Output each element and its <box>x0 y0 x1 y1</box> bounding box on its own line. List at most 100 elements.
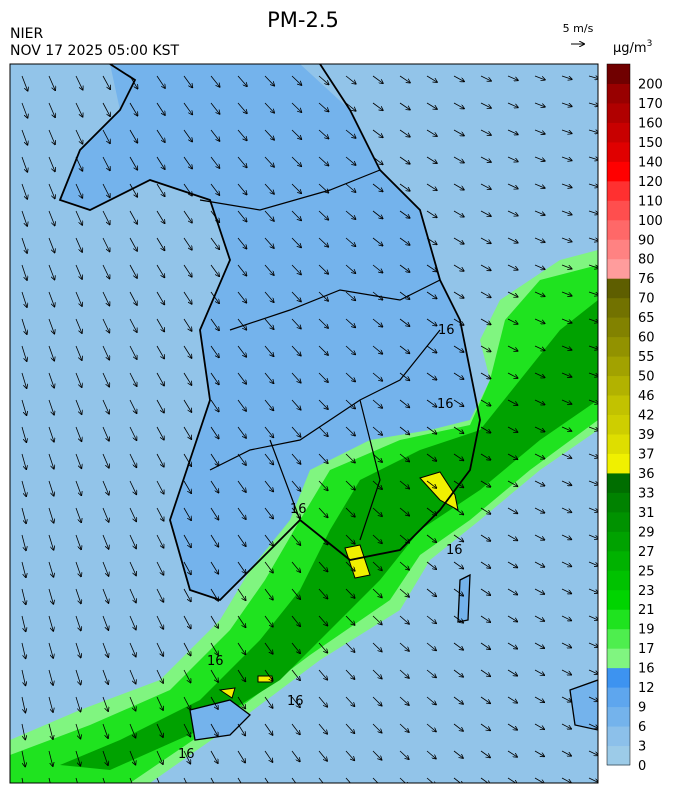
wind-arrow <box>291 750 300 762</box>
wind-arrow <box>426 588 436 596</box>
wind-arrow <box>372 642 382 652</box>
wind-arrow <box>264 777 269 783</box>
wind-arrow <box>156 453 164 467</box>
wind-arrow <box>129 102 138 116</box>
wind-arrow <box>210 777 215 783</box>
wind-arrow <box>318 75 329 84</box>
wind-arrow <box>561 210 572 215</box>
wind-arrow <box>156 210 165 223</box>
wind-arrow <box>48 561 53 577</box>
wind-arrow <box>453 210 464 217</box>
wind-arrow <box>75 615 81 631</box>
wind-arrow <box>534 534 544 540</box>
wind-arrow <box>156 426 164 440</box>
wind-arrow <box>507 642 517 649</box>
wind-arrow <box>507 723 517 730</box>
wind-arrow <box>264 750 273 762</box>
wind-arrow <box>48 588 53 604</box>
wind-arrow <box>156 156 165 169</box>
colorbar-label: 39 <box>638 428 655 443</box>
colorbar-label: 200 <box>638 77 663 92</box>
wind-arrow <box>399 129 410 137</box>
colorbar-band <box>607 336 630 357</box>
wind-arrow <box>534 264 545 269</box>
wind-arrow <box>291 453 301 464</box>
wind-arrow <box>21 156 27 172</box>
wind-arrow <box>453 291 464 298</box>
wind-arrow <box>588 534 598 539</box>
wind-arrow <box>345 696 355 706</box>
wind-arrow <box>210 534 218 547</box>
wind-arrow <box>453 777 463 783</box>
wind-arrow <box>561 534 571 539</box>
wind-arrow <box>102 453 109 468</box>
wind-arrow <box>588 507 598 512</box>
wind-arrow <box>156 264 164 277</box>
wind-arrow <box>264 345 274 356</box>
wind-arrow <box>372 615 382 624</box>
wind-arrow <box>183 723 190 737</box>
wind-arrow <box>372 750 382 760</box>
wind-arrow <box>561 345 572 350</box>
hotspots <box>218 471 459 699</box>
wind-arrow <box>372 453 382 462</box>
wind-arrow <box>264 372 274 383</box>
colorbar-band <box>607 83 630 104</box>
wind-arrow <box>372 669 382 679</box>
wind-arrow <box>453 453 464 460</box>
wind-arrow <box>75 453 81 468</box>
wind-arrow <box>507 75 518 80</box>
wind-arrow <box>237 156 247 167</box>
wind-arrow <box>345 102 356 111</box>
wind-arrow <box>183 777 187 783</box>
colorbar-label: 100 <box>638 214 663 229</box>
wind-arrow <box>372 75 383 83</box>
wind-arrow <box>48 642 53 658</box>
wind-arrow <box>561 669 571 675</box>
wind-arrow <box>129 453 136 467</box>
colorbar-band <box>607 161 630 182</box>
colorbar-band <box>607 453 630 474</box>
wind-arrow <box>561 291 572 296</box>
wind-arrow <box>588 318 598 322</box>
wind-arrow <box>507 534 517 540</box>
wind-arrow <box>480 561 490 568</box>
wind-arrow <box>345 507 355 517</box>
wind-arrow <box>480 642 490 649</box>
wind-arrow <box>372 534 382 543</box>
coastline <box>58 64 481 602</box>
wind-arrow <box>480 534 490 541</box>
wind-arrow <box>318 426 328 436</box>
wind-arrow <box>426 75 437 82</box>
wind-arrow <box>156 399 164 413</box>
wind-arrow <box>102 750 108 765</box>
colorbar-label: 23 <box>638 584 655 599</box>
wind-arrow <box>129 615 136 630</box>
colorbar-label: 27 <box>638 545 655 560</box>
wind-arrow <box>129 318 137 332</box>
wind-arrow <box>372 264 383 273</box>
wind-arrow <box>102 318 109 333</box>
wind-arrow <box>156 723 163 737</box>
colorbar-label: 36 <box>638 467 655 482</box>
wind-arrow <box>561 777 571 783</box>
wind-arrow <box>237 75 247 86</box>
colorbar-label: 12 <box>638 681 655 696</box>
wind-arrow <box>156 615 163 629</box>
wind-arrow <box>588 480 598 485</box>
wind-arrow <box>264 453 273 464</box>
colorbar-label: 42 <box>638 409 655 424</box>
wind-arrow <box>561 237 572 242</box>
wind-arrow <box>102 561 109 576</box>
wind-arrow <box>561 426 572 431</box>
wind-arrow <box>75 642 81 658</box>
colorbar-label: 60 <box>638 331 655 346</box>
wind-arrow <box>183 507 191 520</box>
wind-arrow <box>480 129 491 135</box>
wind-arrow <box>372 723 382 733</box>
wind-arrow <box>480 156 491 162</box>
colorbar-label: 21 <box>638 603 655 618</box>
colorbar-band <box>607 375 630 396</box>
wind-arrow <box>426 642 436 650</box>
wind-arrow <box>372 588 382 597</box>
